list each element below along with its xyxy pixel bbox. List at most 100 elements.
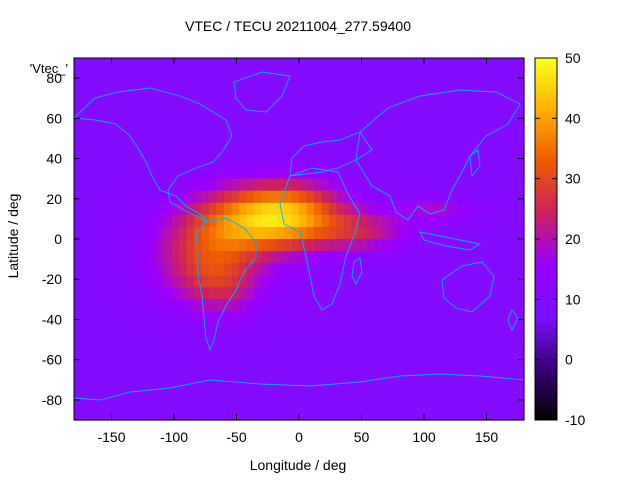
heatmap-cell	[426, 335, 435, 349]
heatmap-cell	[254, 335, 263, 349]
heatmap-cell	[366, 347, 375, 361]
heatmap-cell	[171, 251, 180, 264]
heatmap-cell	[411, 142, 420, 156]
heatmap-cell	[284, 70, 293, 83]
heatmap-cell	[419, 395, 428, 409]
heatmap-cell	[179, 251, 188, 264]
heatmap-cell	[96, 94, 105, 107]
heatmap-cell	[516, 407, 525, 421]
heatmap-cell	[441, 371, 450, 385]
heatmap-cell	[126, 311, 135, 325]
heatmap-cell	[254, 275, 263, 288]
heatmap-cell	[96, 130, 105, 144]
heatmap-cell	[231, 311, 240, 325]
heatmap-cell	[381, 214, 390, 228]
heatmap-cell	[284, 106, 293, 119]
heatmap-cell	[494, 226, 503, 240]
heatmap-cell	[351, 226, 360, 240]
heatmap-cell	[186, 226, 195, 240]
heatmap-cell	[201, 263, 210, 276]
heatmap-cell	[201, 118, 210, 131]
heatmap-cell	[209, 407, 218, 421]
heatmap-cell	[501, 226, 510, 240]
heatmap-cell	[359, 239, 368, 252]
heatmap-cell	[111, 275, 120, 288]
heatmap-cell	[96, 226, 105, 240]
heatmap-cell	[231, 263, 240, 276]
heatmap-cell	[426, 202, 435, 216]
heatmap-cell	[336, 202, 345, 216]
heatmap-cell	[141, 239, 150, 252]
heatmap-cell	[396, 118, 405, 131]
heatmap-cell	[366, 106, 375, 119]
heatmap-cell	[156, 142, 165, 156]
heatmap-cell	[89, 239, 98, 252]
heatmap-cell	[389, 106, 398, 119]
heatmap-cell	[104, 407, 113, 421]
heatmap-cell	[254, 299, 263, 312]
heatmap-cell	[396, 202, 405, 216]
heatmap-cell	[291, 130, 300, 144]
heatmap-cell	[74, 58, 83, 71]
heatmap-cell	[186, 395, 195, 409]
heatmap-cell	[336, 58, 345, 71]
heatmap-cell	[494, 263, 503, 276]
heatmap-cell	[471, 275, 480, 288]
heatmap-cell	[141, 202, 150, 216]
heatmap-cell	[246, 190, 255, 204]
heatmap-cell	[231, 347, 240, 361]
heatmap-cell	[321, 106, 330, 119]
heatmap-cell	[126, 359, 135, 373]
heatmap-cell	[171, 118, 180, 131]
heatmap-cell	[171, 82, 180, 95]
heatmap-cell	[179, 82, 188, 95]
heatmap-cell	[374, 287, 383, 300]
heatmap-cell	[126, 214, 135, 228]
heatmap-cell	[479, 202, 488, 216]
heatmap-cell	[404, 335, 413, 349]
heatmap-cell	[329, 154, 338, 168]
heatmap-cell	[479, 251, 488, 264]
heatmap-cell	[351, 395, 360, 409]
heatmap-cell	[119, 118, 128, 131]
heatmap-cell	[306, 359, 315, 373]
heatmap-cell	[209, 94, 218, 107]
heatmap-cell	[179, 263, 188, 276]
heatmap-cell	[104, 106, 113, 119]
heatmap-cell	[156, 371, 165, 385]
heatmap-cell	[441, 263, 450, 276]
heatmap-cell	[119, 287, 128, 300]
heatmap-cell	[299, 299, 308, 312]
heatmap-cell	[321, 214, 330, 228]
heatmap-cell	[456, 58, 465, 71]
heatmap-cell	[216, 323, 225, 337]
heatmap-cell	[261, 202, 270, 216]
heatmap-cell	[441, 347, 450, 361]
heatmap-cell	[426, 371, 435, 385]
heatmap-cell	[306, 190, 315, 204]
heatmap-cell	[329, 130, 338, 144]
heatmap-cell	[231, 130, 240, 144]
heatmap-cell	[486, 347, 495, 361]
heatmap-cell	[359, 299, 368, 312]
heatmap-cell	[486, 106, 495, 119]
heatmap-cell	[329, 58, 338, 71]
heatmap-cell	[164, 383, 173, 397]
heatmap-cell	[329, 359, 338, 373]
heatmap-cell	[434, 371, 443, 385]
heatmap-cell	[306, 166, 315, 180]
heatmap-cell	[374, 214, 383, 228]
heatmap-cell	[119, 263, 128, 276]
heatmap-cell	[209, 58, 218, 71]
heatmap-cell	[336, 383, 345, 397]
heatmap-cell	[81, 287, 90, 300]
heatmap-cell	[464, 299, 473, 312]
heatmap-cell	[171, 239, 180, 252]
heatmap-cell	[396, 106, 405, 119]
heatmap-cell	[96, 407, 105, 421]
heatmap-cell	[509, 359, 518, 373]
heatmap-cell	[329, 395, 338, 409]
heatmap-cell	[89, 371, 98, 385]
heatmap-cell	[111, 82, 120, 95]
